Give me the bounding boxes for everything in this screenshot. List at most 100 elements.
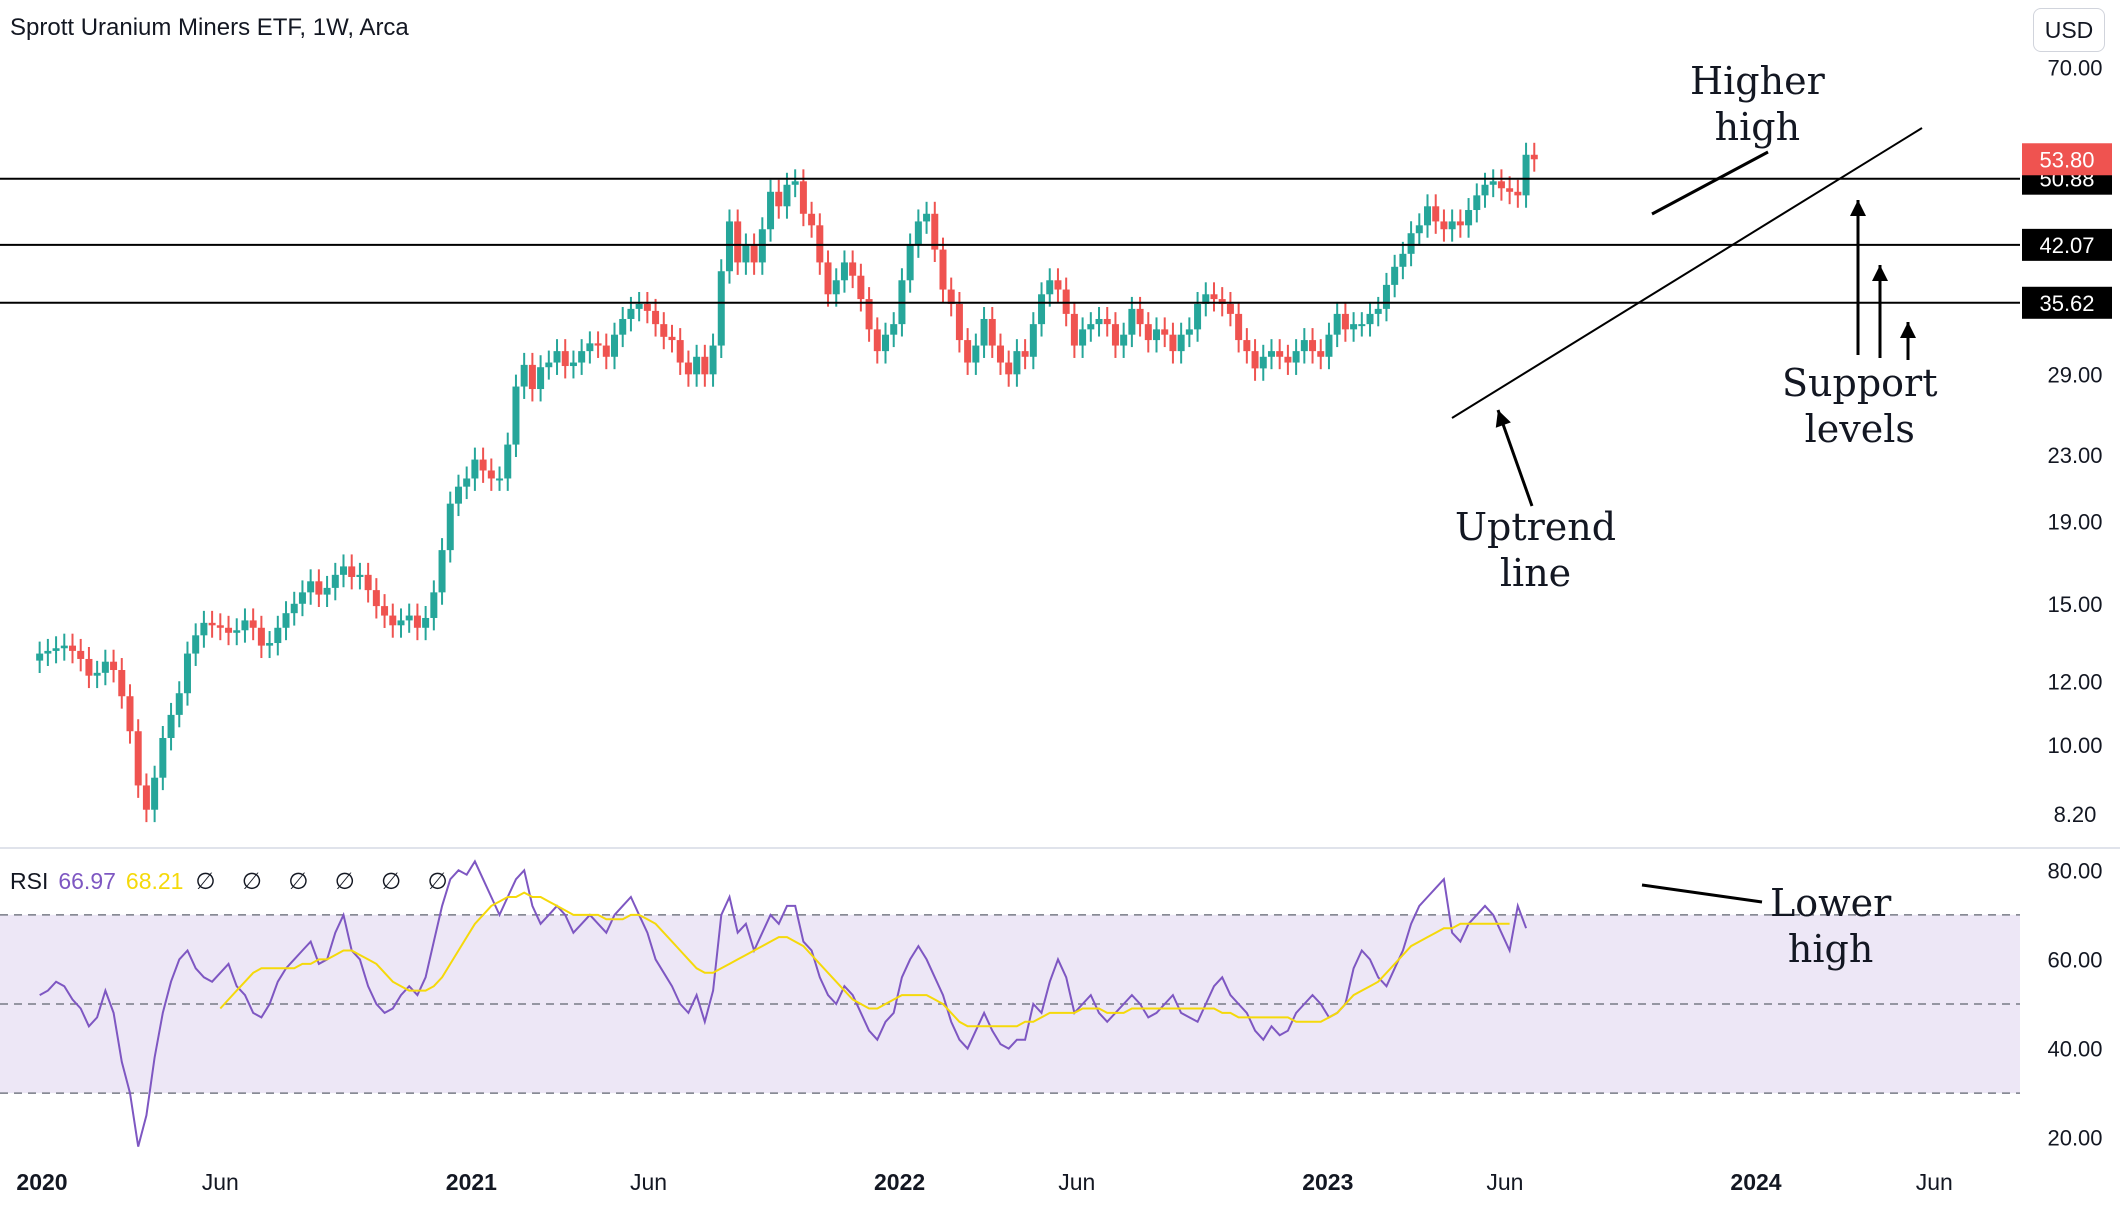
time-axis-label: 2024: [1730, 1169, 1781, 1195]
axes-layer: 50.8842.0735.6253.8070.0029.0023.0019.00…: [0, 56, 2120, 1195]
time-axis-label: Jun: [630, 1169, 667, 1195]
chart-title[interactable]: Sprott Uranium Miners ETF, 1W, Arca: [10, 14, 409, 41]
rsi-legend[interactable]: RSI 66.97 68.21 ∅ ∅ ∅ ∅ ∅ ∅: [10, 868, 458, 895]
candle-body: [1382, 284, 1390, 309]
candle-body: [520, 364, 528, 387]
candle-body: [389, 615, 397, 626]
candle-body: [405, 615, 413, 621]
candle-body: [1473, 195, 1481, 211]
candle-body: [290, 603, 298, 614]
candle-body: [1226, 303, 1234, 314]
candle-body: [200, 622, 208, 636]
time-axis-label: 2023: [1302, 1169, 1353, 1195]
candle-body: [972, 345, 980, 363]
candle-body: [1506, 188, 1514, 192]
candle-body: [298, 592, 306, 604]
uptrend-line: [1451, 127, 1923, 419]
candle-body: [668, 336, 676, 341]
candle-body: [1448, 221, 1456, 230]
candle-body: [479, 459, 487, 471]
candle-body: [1497, 181, 1505, 189]
candle-body: [93, 672, 101, 676]
candle-body: [1153, 329, 1161, 341]
candle-body: [307, 581, 315, 593]
candle-body: [865, 299, 873, 330]
candle-body: [1079, 329, 1087, 346]
candle-body: [1456, 221, 1464, 226]
candle-body: [1514, 191, 1522, 196]
candle-body: [980, 318, 988, 346]
price-axis-label: 8.20: [2054, 802, 2097, 827]
price-axis-label: 29.00: [2047, 362, 2102, 387]
rsi-pane: [0, 859, 2020, 1147]
candle-body: [611, 334, 619, 357]
candle-body: [1087, 324, 1095, 330]
candle-body: [151, 777, 159, 810]
time-axis-label: 2021: [446, 1169, 497, 1195]
candle-body: [537, 367, 545, 390]
candle-body: [775, 191, 783, 207]
rsi-axis-label: 60.00: [2047, 947, 2102, 972]
time-axis-label: 2020: [16, 1169, 67, 1195]
support-arrow-head: [1872, 265, 1888, 281]
support-level-tag: [2022, 286, 2112, 319]
annotation-higher-high-text: Higher high: [1690, 59, 1825, 149]
candle-body: [1292, 351, 1300, 363]
candle-body: [142, 785, 150, 810]
candle-body: [923, 213, 931, 222]
candle-body: [939, 249, 947, 290]
candle-body: [791, 181, 799, 185]
candle-body: [1013, 351, 1021, 375]
rsi-axis-label: 20.00: [2047, 1126, 2102, 1151]
candle-body: [594, 343, 602, 346]
candle-body: [1202, 294, 1210, 304]
candle-body: [578, 351, 586, 363]
candle-body: [1530, 154, 1538, 160]
candle-body: [561, 351, 569, 367]
candle-body: [101, 661, 109, 673]
candle-body: [225, 627, 233, 633]
candle-body: [463, 478, 471, 487]
support-level-tag: [2022, 228, 2112, 261]
time-axis-label: Jun: [1916, 1169, 1953, 1195]
candle-body: [1029, 324, 1037, 357]
candle-body: [857, 275, 865, 300]
candle-body: [430, 592, 438, 618]
candle-body: [914, 221, 922, 246]
candle-body: [1399, 253, 1407, 267]
candle-body: [233, 630, 241, 633]
candle-body: [882, 334, 890, 352]
candle-body: [1136, 308, 1144, 325]
candle-body: [381, 606, 389, 616]
candle-body: [996, 345, 1004, 363]
annotation-higher-high: Higher high: [1690, 58, 1825, 150]
candle-body: [216, 625, 224, 628]
currency-button[interactable]: USD: [2033, 8, 2105, 52]
candle-body: [767, 191, 775, 230]
candle-body: [652, 310, 660, 325]
candle-body: [1284, 356, 1292, 363]
candle-body: [1144, 324, 1152, 341]
candle-body: [266, 643, 274, 646]
candle-body: [1325, 334, 1333, 357]
rsi-hidden-inputs: ∅ ∅ ∅ ∅ ∅ ∅: [195, 868, 458, 894]
price-axis-label: 19.00: [2047, 510, 2102, 535]
support-level-tag-label: 42.07: [2039, 233, 2094, 258]
candle-body: [808, 213, 816, 226]
candle-body: [783, 184, 791, 207]
candle-body: [1062, 289, 1070, 314]
candle-body: [1259, 356, 1267, 369]
candle-body: [44, 650, 52, 654]
time-axis-label: Jun: [202, 1169, 239, 1195]
candle-body: [274, 627, 282, 644]
candle-body: [734, 221, 742, 263]
price-axis-label: 70.00: [2047, 56, 2102, 81]
candle-body: [1415, 225, 1423, 234]
rsi-legend-label: RSI: [10, 868, 49, 894]
candle-body: [1005, 362, 1013, 375]
candle-body: [110, 661, 118, 671]
candle-body: [643, 303, 651, 311]
candle-body: [496, 478, 504, 481]
candle-body: [331, 574, 339, 588]
price-axis-label: 15.00: [2047, 592, 2102, 617]
